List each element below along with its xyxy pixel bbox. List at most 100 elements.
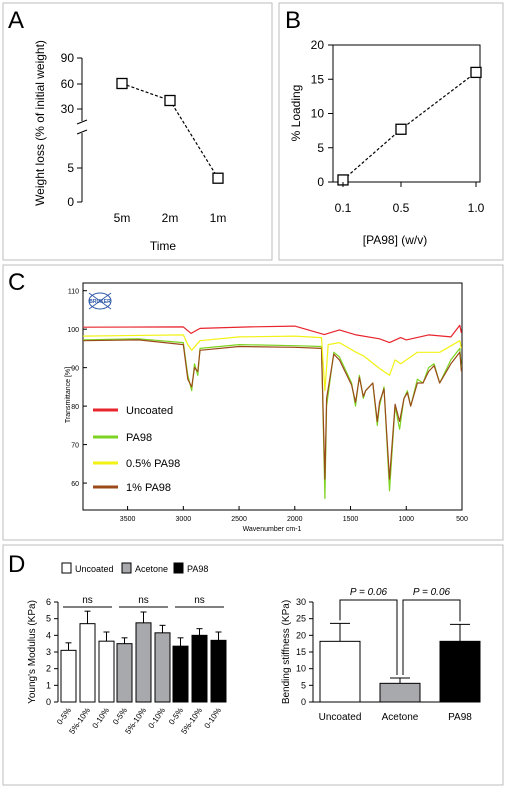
x-tick-label: 1.0 [468,201,485,215]
bar [79,623,96,703]
x-tick-label: 1500 [343,516,359,523]
x-tick-label: Acetone [382,712,419,723]
panel-c-frame [2,264,504,541]
axis-break-mark [76,129,88,135]
chart-d-bending-stiffness: 0 5 10 15 20 25 30 Bending stiffness (KPa) Uncoa… [281,587,481,723]
series-line [342,71,477,181]
chart-a: 90 60 30 5 0 5m 2m 1m Time Weight loss (% of init… [33,40,226,253]
x-tick-label: 1000 [398,516,414,523]
bar [98,640,115,703]
series-line-pa98 [82,338,462,500]
y-axis-title: % Loading [289,85,303,142]
x-tick-label: 3500 [120,516,136,523]
panel-c-letter: C [8,269,25,296]
logo-text: BRUKER [89,299,111,305]
data-point [212,172,224,184]
y-tick-label: 0 [317,175,324,189]
x-tick-label: 0-10% [203,706,224,730]
y-tick-label: 60 [61,77,75,91]
x-axis-title: [PA98] (w/v) [363,233,427,247]
series-line-0-5-pa98 [82,334,462,392]
logo-ring [88,292,112,310]
bar [210,639,227,703]
axis-break-mark [76,119,88,125]
x-tick-label: 2000 [287,516,303,523]
series-line-uncoated [82,324,462,344]
chart-b: 0 5 10 15 20 0.1 0.5 1.0 [PA98] (w/v) % Loading [289,38,485,247]
y-tick-label: 20 [296,630,306,640]
x-axis-title: Time [150,239,177,253]
legend-label: Uncoated [75,564,114,574]
x-tick-label: PA98 [448,712,472,723]
legend-label: Acetone [135,564,168,574]
legend-swatch [121,562,132,574]
chart-d-youngs-modulus: 0 1 2 3 4 5 6 Young's Modulus (KPa) Uncoated Acet… [27,562,227,736]
x-axis-title: Wavenumber cm-1 [243,526,302,533]
y-tick-label: 2 [46,664,51,674]
logo-stroke [88,292,112,310]
y-axis-title: Young's Modulus (KPa) [27,600,38,704]
panel-b-frame [278,2,504,261]
plot-frame [332,44,481,183]
significance-label: ns [82,595,93,606]
bar [379,682,421,703]
panel-a-letter: A [8,7,24,34]
y-tick-label: 5 [317,141,324,155]
panel-b-letter: B [285,7,301,34]
y-axis-title: Bending stiffness (KPa) [281,600,292,704]
bar [439,640,481,703]
y-tick-label: 110 [68,289,79,296]
y-tick-label: 15 [311,72,325,86]
x-tick-label: 1m [210,211,227,225]
panel-d-letter: D [8,551,25,578]
y-tick-label: 3 [46,647,51,657]
x-tick-label: Uncoated [319,712,362,723]
x-tick-label: 500 [456,516,468,523]
x-tick-label: 0-10% [91,706,112,730]
x-tick-label: 2500 [231,516,247,523]
y-tick-label: 80 [71,404,79,411]
significance-bracket [339,599,398,675]
legend-label: 0.5% PA98 [126,458,180,470]
legend-label: Uncoated [126,405,173,417]
x-tick-label: 5m [114,211,131,225]
y-tick-label: 90 [61,51,75,65]
y-tick-label: 5 [46,614,51,624]
legend-label: PA98 [126,432,152,444]
y-tick-label: 100 [67,327,79,334]
data-point [164,94,176,107]
panel-a-frame [2,2,273,261]
legend-label: PA98 [187,564,208,574]
y-tick-label: 1 [46,680,51,690]
y-tick-label: 10 [296,664,306,674]
y-tick-label: 5 [301,680,306,690]
y-tick-label: 4 [46,630,51,640]
y-tick-label: 20 [311,38,325,52]
bar [154,632,171,703]
x-tick-label: 0.1 [335,201,352,215]
y-tick-label: 6 [46,597,51,607]
y-tick-label: 0 [67,195,74,209]
legend-swatch [173,562,184,574]
y-tick-label: 15 [296,647,306,657]
panel-d-frame [2,544,504,786]
y-tick-label: 25 [296,614,306,624]
y-tick-label: 30 [61,102,75,116]
bar [172,645,189,703]
p-value-label: P = 0.06 [413,587,451,598]
bar [135,622,152,703]
bar [60,649,77,703]
bar [319,640,361,703]
bruker-logo: BRUKER [88,292,112,310]
significance-bracket [402,599,461,675]
x-tick-label: 0-5% [55,706,73,726]
y-tick-label: 90 [71,366,79,373]
data-point [470,66,482,79]
x-tick-label: 0-5% [111,706,129,726]
y-axis-title: Transmittance [%] [65,367,72,423]
x-tick-label: 2m [162,211,179,225]
y-tick-label: 60 [71,481,79,488]
x-tick-label: 3000 [176,516,192,523]
y-tick-label: 5 [67,161,74,175]
